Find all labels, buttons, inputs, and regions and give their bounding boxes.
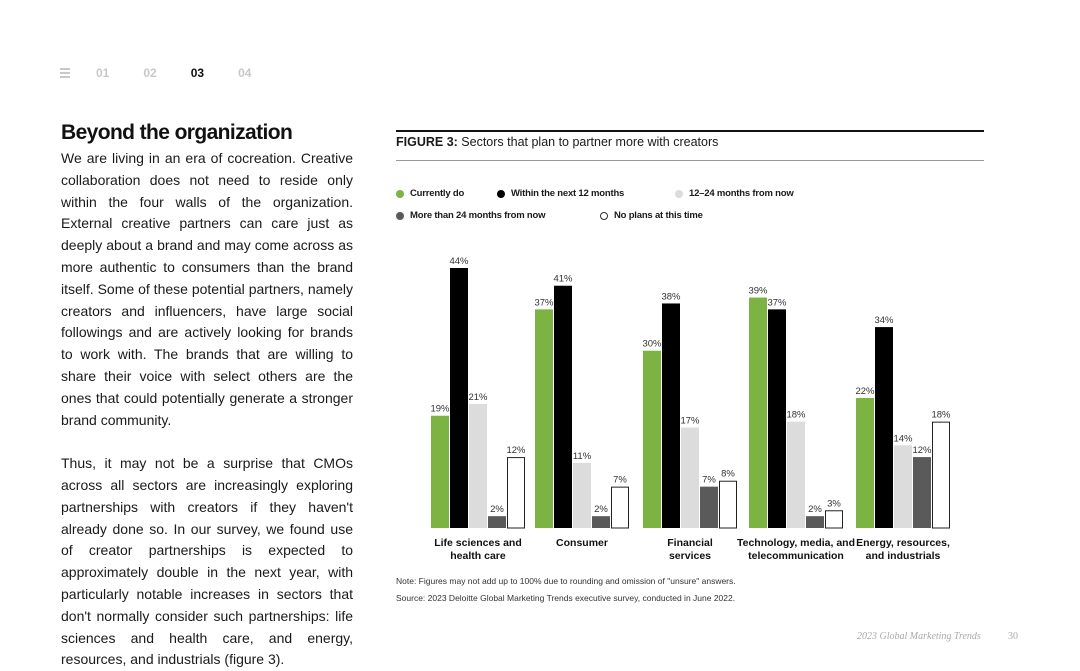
category-label: Consumer bbox=[556, 537, 608, 549]
legend-label: 12–24 months from now bbox=[689, 188, 794, 199]
bar bbox=[573, 463, 591, 528]
bar bbox=[825, 510, 843, 529]
bar bbox=[431, 415, 449, 528]
bar bbox=[469, 403, 487, 528]
data-label: 39% bbox=[748, 286, 768, 297]
article-paragraph-2: Thus, it may not be a surprise that CMOs… bbox=[61, 455, 353, 668]
nav-item-02[interactable]: 02 bbox=[143, 66, 157, 80]
data-label: 30% bbox=[642, 339, 662, 350]
legend-label: Within the next 12 months bbox=[511, 188, 625, 199]
bar bbox=[913, 457, 931, 528]
figure-source: Source: 2023 Deloitte Global Marketing T… bbox=[396, 593, 736, 603]
nav-item-03[interactable]: 03 bbox=[190, 66, 205, 80]
page-number: 30 bbox=[1008, 631, 1018, 642]
section-nav: 01 02 03 04 bbox=[60, 64, 285, 82]
nav-item-01[interactable]: 01 bbox=[96, 66, 110, 80]
legend-swatch bbox=[396, 211, 404, 220]
data-label: 37% bbox=[534, 297, 554, 308]
data-label: 2% bbox=[490, 504, 504, 515]
figure-label: FIGURE 3: bbox=[396, 135, 458, 149]
data-label: 14% bbox=[893, 433, 913, 444]
category-label: Life sciences and bbox=[434, 537, 522, 549]
data-label: 2% bbox=[594, 504, 608, 515]
category-label: Financial bbox=[667, 537, 713, 549]
data-label: 7% bbox=[702, 475, 716, 486]
data-label: 38% bbox=[661, 291, 681, 302]
article-heading: Beyond the organization bbox=[61, 121, 293, 144]
data-label: 3% bbox=[827, 498, 841, 509]
bar bbox=[681, 427, 699, 528]
bar bbox=[806, 516, 824, 528]
bar bbox=[554, 285, 572, 528]
legend-item-next-12-months: Within the next 12 months bbox=[497, 188, 624, 199]
hamburger-icon[interactable] bbox=[60, 68, 70, 78]
legend-item-currently-do: Currently do bbox=[396, 188, 464, 199]
figure-note: Note: Figures may not add up to 100% due… bbox=[396, 576, 736, 586]
legend-item-more-than-24-months: More than 24 months from now bbox=[396, 210, 546, 221]
legend-label: No plans at this time bbox=[614, 210, 703, 221]
footer-publication: 2023 Global Marketing Trends bbox=[857, 631, 981, 642]
bar bbox=[535, 309, 553, 528]
legend-item-no-plans: No plans at this time bbox=[600, 210, 703, 221]
bar bbox=[611, 486, 629, 529]
figure-top-rule bbox=[396, 130, 984, 132]
nav-item-04[interactable]: 04 bbox=[238, 66, 252, 80]
bar bbox=[932, 421, 950, 529]
bar bbox=[488, 516, 506, 528]
category-label: services bbox=[669, 550, 711, 562]
data-label: 44% bbox=[449, 256, 469, 267]
bar bbox=[768, 309, 786, 528]
legend-swatch bbox=[396, 189, 404, 198]
legend-swatch bbox=[675, 189, 683, 198]
data-label: 21% bbox=[468, 392, 488, 403]
data-label: 17% bbox=[680, 416, 700, 427]
data-label: 18% bbox=[786, 410, 806, 421]
figure-title-text: Sectors that plan to partner more with c… bbox=[461, 135, 719, 149]
article-paragraph-1: We are living in an era of cocreation. C… bbox=[61, 150, 353, 428]
data-label: 12% bbox=[506, 445, 526, 456]
data-label: 11% bbox=[573, 451, 592, 462]
article-body: We are living in an era of cocreation. C… bbox=[61, 148, 353, 671]
category-label: Energy, resources, bbox=[856, 537, 950, 549]
legend-swatch bbox=[497, 189, 505, 198]
figure-bottom-rule bbox=[396, 160, 984, 161]
bar bbox=[719, 480, 737, 529]
bar bbox=[643, 350, 661, 528]
legend-label: More than 24 months from now bbox=[410, 210, 546, 221]
category-label: and industrials bbox=[866, 550, 941, 562]
legend-item-12-24-months: 12–24 months from now bbox=[675, 188, 794, 199]
data-label: 8% bbox=[721, 469, 735, 480]
data-label: 12% bbox=[912, 445, 932, 456]
data-label: 41% bbox=[553, 274, 573, 285]
category-label: Technology, media, and bbox=[737, 537, 855, 549]
figure-title: FIGURE 3: Sectors that plan to partner m… bbox=[396, 135, 718, 149]
bar bbox=[856, 398, 874, 528]
bar bbox=[700, 486, 718, 528]
bar bbox=[592, 516, 610, 528]
bar bbox=[875, 327, 893, 528]
data-label: 34% bbox=[874, 315, 894, 326]
data-label: 19% bbox=[430, 404, 450, 415]
data-label: 18% bbox=[931, 410, 951, 421]
bar bbox=[749, 297, 767, 528]
bar bbox=[507, 457, 525, 529]
bar bbox=[787, 421, 805, 528]
bar bbox=[894, 445, 912, 528]
legend-label: Currently do bbox=[410, 188, 465, 199]
bar bbox=[662, 303, 680, 528]
category-label: health care bbox=[450, 550, 506, 562]
data-label: 7% bbox=[613, 475, 627, 486]
data-label: 37% bbox=[767, 297, 787, 308]
legend-swatch bbox=[600, 211, 608, 220]
data-label: 2% bbox=[808, 504, 822, 515]
category-label: telecommunication bbox=[748, 550, 844, 562]
data-label: 22% bbox=[855, 386, 875, 397]
bar bbox=[450, 268, 468, 528]
